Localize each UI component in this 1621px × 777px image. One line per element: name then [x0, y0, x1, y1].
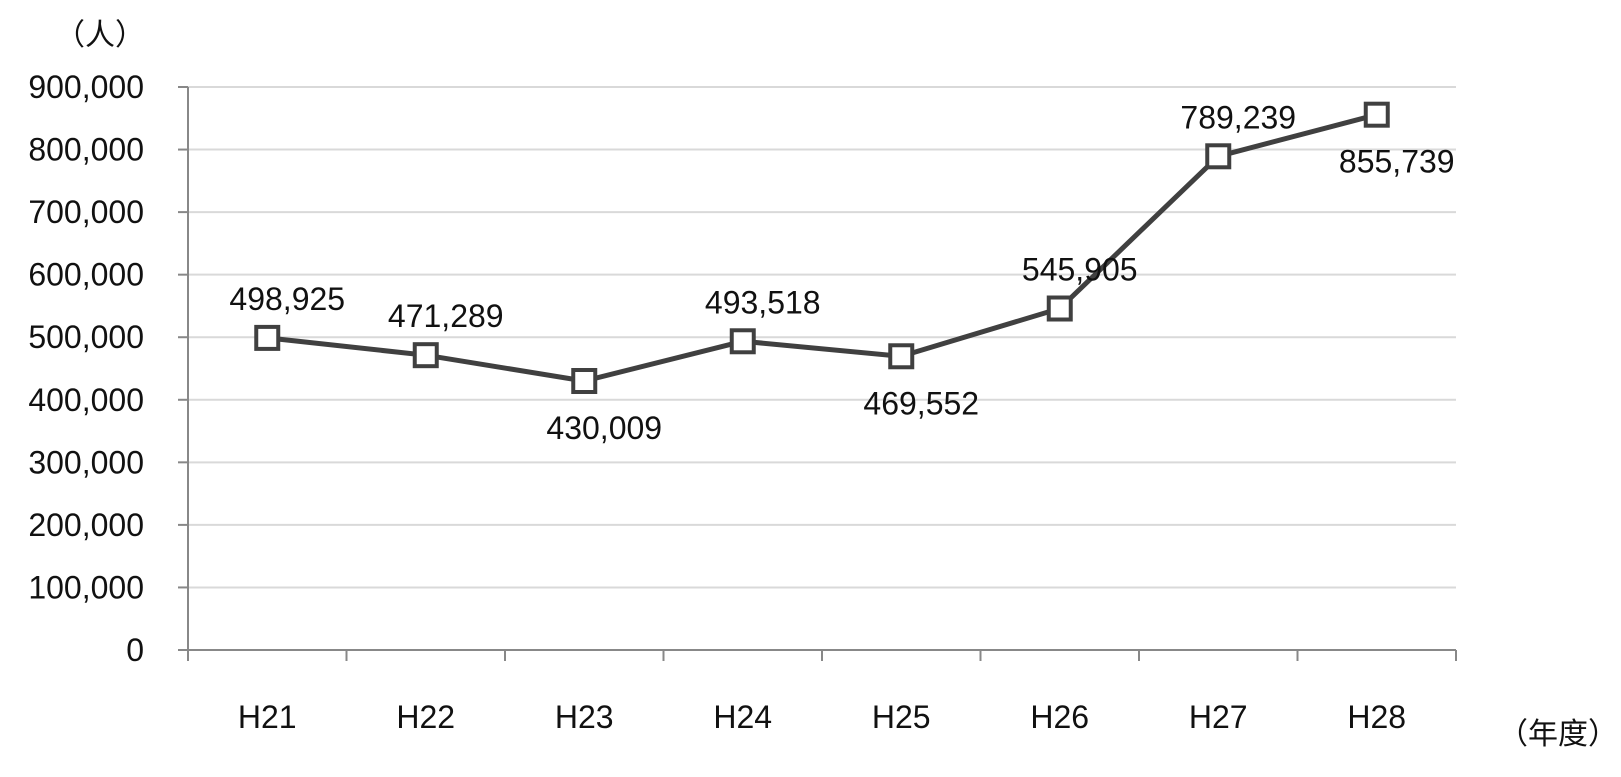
y-tick-label: 200,000	[28, 507, 144, 543]
y-tick-label: 400,000	[28, 382, 144, 418]
y-tick-label: 300,000	[28, 444, 144, 480]
x-tick-label: H27	[1189, 699, 1248, 735]
data-point-marker	[412, 342, 439, 369]
x-tick-label: H26	[1030, 699, 1089, 735]
x-tick-label: H24	[713, 699, 772, 735]
y-tick-label: 600,000	[28, 257, 144, 293]
y-tick-label: 700,000	[28, 194, 144, 230]
y-axis-unit-label: （人）	[55, 19, 145, 52]
data-label: 471,289	[388, 298, 504, 334]
data-point-marker	[254, 324, 281, 351]
x-tick-label: H22	[396, 699, 455, 735]
data-label: 855,739	[1339, 144, 1455, 180]
data-label: 789,239	[1180, 99, 1296, 135]
gridlines	[188, 86, 1456, 589]
y-tick-label: 900,000	[28, 69, 144, 105]
data-label: 545,905	[1022, 252, 1138, 288]
x-tick-label: H21	[238, 699, 297, 735]
axes	[187, 87, 1456, 651]
x-tick-label: H25	[872, 699, 931, 735]
y-axis-ticks: 0 100,000 200,000 300,000 400,000 500,000 600,…	[28, 69, 188, 668]
y-tick-label: 800,000	[28, 132, 144, 168]
y-tick-label: 0	[126, 632, 144, 668]
data-label: 430,009	[546, 410, 662, 446]
x-tick-label: H28	[1347, 699, 1406, 735]
data-point-marker	[1205, 143, 1232, 170]
x-axis-ticks: H21 H22 H23 H24 H25 H26 H27 H28	[187, 650, 1457, 735]
data-label: 469,552	[863, 385, 979, 421]
y-tick-label: 500,000	[28, 319, 144, 355]
data-label: 493,518	[705, 284, 821, 320]
x-tick-label: H23	[555, 699, 614, 735]
x-axis-unit-label: （年度）	[1498, 718, 1618, 751]
series-group	[254, 101, 1390, 395]
data-point-marker	[1363, 101, 1390, 128]
y-tick-label: 100,000	[28, 569, 144, 605]
data-point-marker	[729, 328, 756, 355]
series-line	[266, 112, 1378, 384]
data-labels: 498,925 471,289 430,009 493,518 469,552 545,9…	[229, 99, 1454, 446]
data-label: 498,925	[229, 281, 345, 317]
data-point-marker	[888, 343, 915, 370]
data-point-marker	[571, 368, 598, 395]
data-point-marker	[1046, 295, 1073, 322]
